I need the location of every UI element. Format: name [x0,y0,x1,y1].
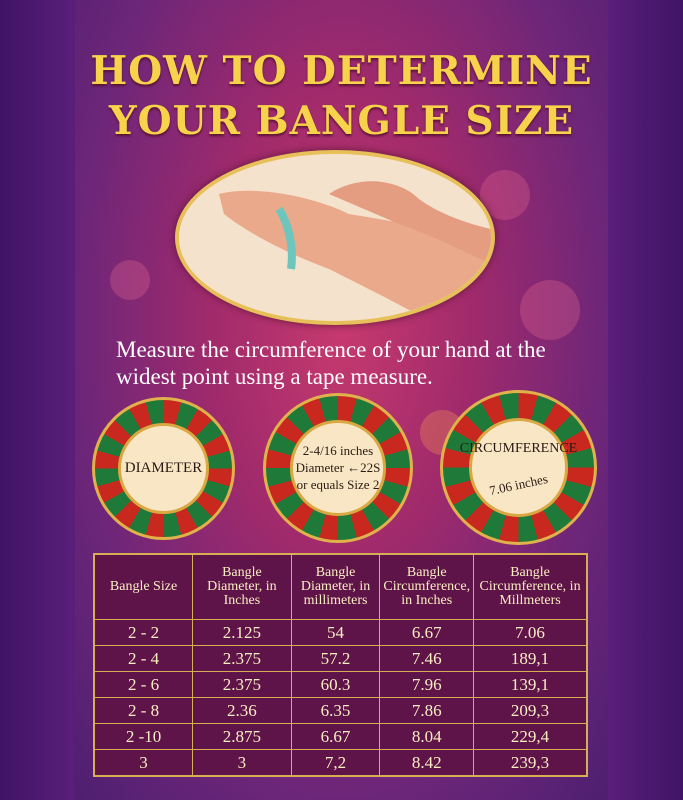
table-row: 2 - 2 2.125 54 6.67 7.06 [93,619,588,646]
table-cell: 2.36 [192,697,292,724]
table-cell: 60.3 [290,671,381,698]
table-cell: 57.2 [290,645,381,672]
medallion-line-3: or equals Size 2 [296,477,380,493]
diameter-medallion: DIAMETER [92,397,235,540]
medallion-line-1: 2-4/16 inches [302,443,374,459]
table-cell: 139,1 [473,671,588,698]
column-header: Bangle Size [93,553,194,620]
table-cell: 6.67 [290,723,381,750]
medallion-label: DIAMETER [118,423,209,514]
table-header-row: Bangle Size Bangle Diameter, in Inches B… [93,553,588,620]
table-cell: 7,2 [290,749,381,777]
table-cell: 2 - 8 [93,697,194,724]
table-cell: 2 - 2 [93,619,194,646]
table-row: 2 - 4 2.375 57.2 7.46 189,1 [93,645,588,672]
table-cell: 2.375 [192,671,292,698]
table-cell: 8.42 [379,749,475,777]
medallion-line-2: Diameter ←22S [295,460,381,476]
circumference-medallion: CIRCUMFERENCE 7.06 inches [440,390,597,545]
table-cell: 229,4 [473,723,588,750]
table-cell: 8.04 [379,723,475,750]
table-cell: 3 [93,749,194,777]
table-cell: 2.375 [192,645,292,672]
column-header: Bangle Circumference, in Millmeters [473,553,588,620]
size-medallion: 2-4/16 inches Diameter ←22S or equals Si… [263,393,413,543]
hand-measuring-illustration [175,150,495,325]
medallion-value: 7.06 inches [487,471,549,499]
title-line-2: YOUR BANGLE SIZE [108,98,575,144]
table-cell: 2.875 [192,723,292,750]
table-cell: 7.86 [379,697,475,724]
table-cell: 2 -10 [93,723,194,750]
table-cell: 239,3 [473,749,588,777]
table-cell: 209,3 [473,697,588,724]
column-header: Bangle Circumference, in Inches [379,553,475,620]
column-header: Bangle Diameter, in millimeters [290,553,381,620]
table-cell: 7.46 [379,645,475,672]
table-row: 2 - 8 2.36 6.35 7.86 209,3 [93,697,588,724]
table-row: 3 3 7,2 8.42 239,3 [93,749,588,777]
medallion-label: CIRCUMFERENCE [459,441,578,457]
table-cell: 3 [192,749,292,777]
table-cell: 7.06 [473,619,588,646]
table-cell: 2 - 6 [93,671,194,698]
table-cell: 7.96 [379,671,475,698]
bangle-size-table: Bangle Size Bangle Diameter, in Inches B… [93,553,588,777]
table-cell: 2 - 4 [93,645,194,672]
table-cell: 54 [290,619,381,646]
table-row: 2 -10 2.875 6.67 8.04 229,4 [93,723,588,750]
table-row: 2 - 6 2.375 60.3 7.96 139,1 [93,671,588,698]
bokeh-light [110,260,150,300]
table-cell: 6.67 [379,619,475,646]
bokeh-light [520,280,580,340]
hand-with-tape-icon [179,154,491,321]
title-line-1: HOW TO DETERMINE [90,48,593,94]
table-cell: 189,1 [473,645,588,672]
instruction-text: Measure the circumference of your hand a… [116,337,546,389]
column-header: Bangle Diameter, in Inches [192,553,292,620]
table-cell: 2.125 [192,619,292,646]
table-cell: 6.35 [290,697,381,724]
